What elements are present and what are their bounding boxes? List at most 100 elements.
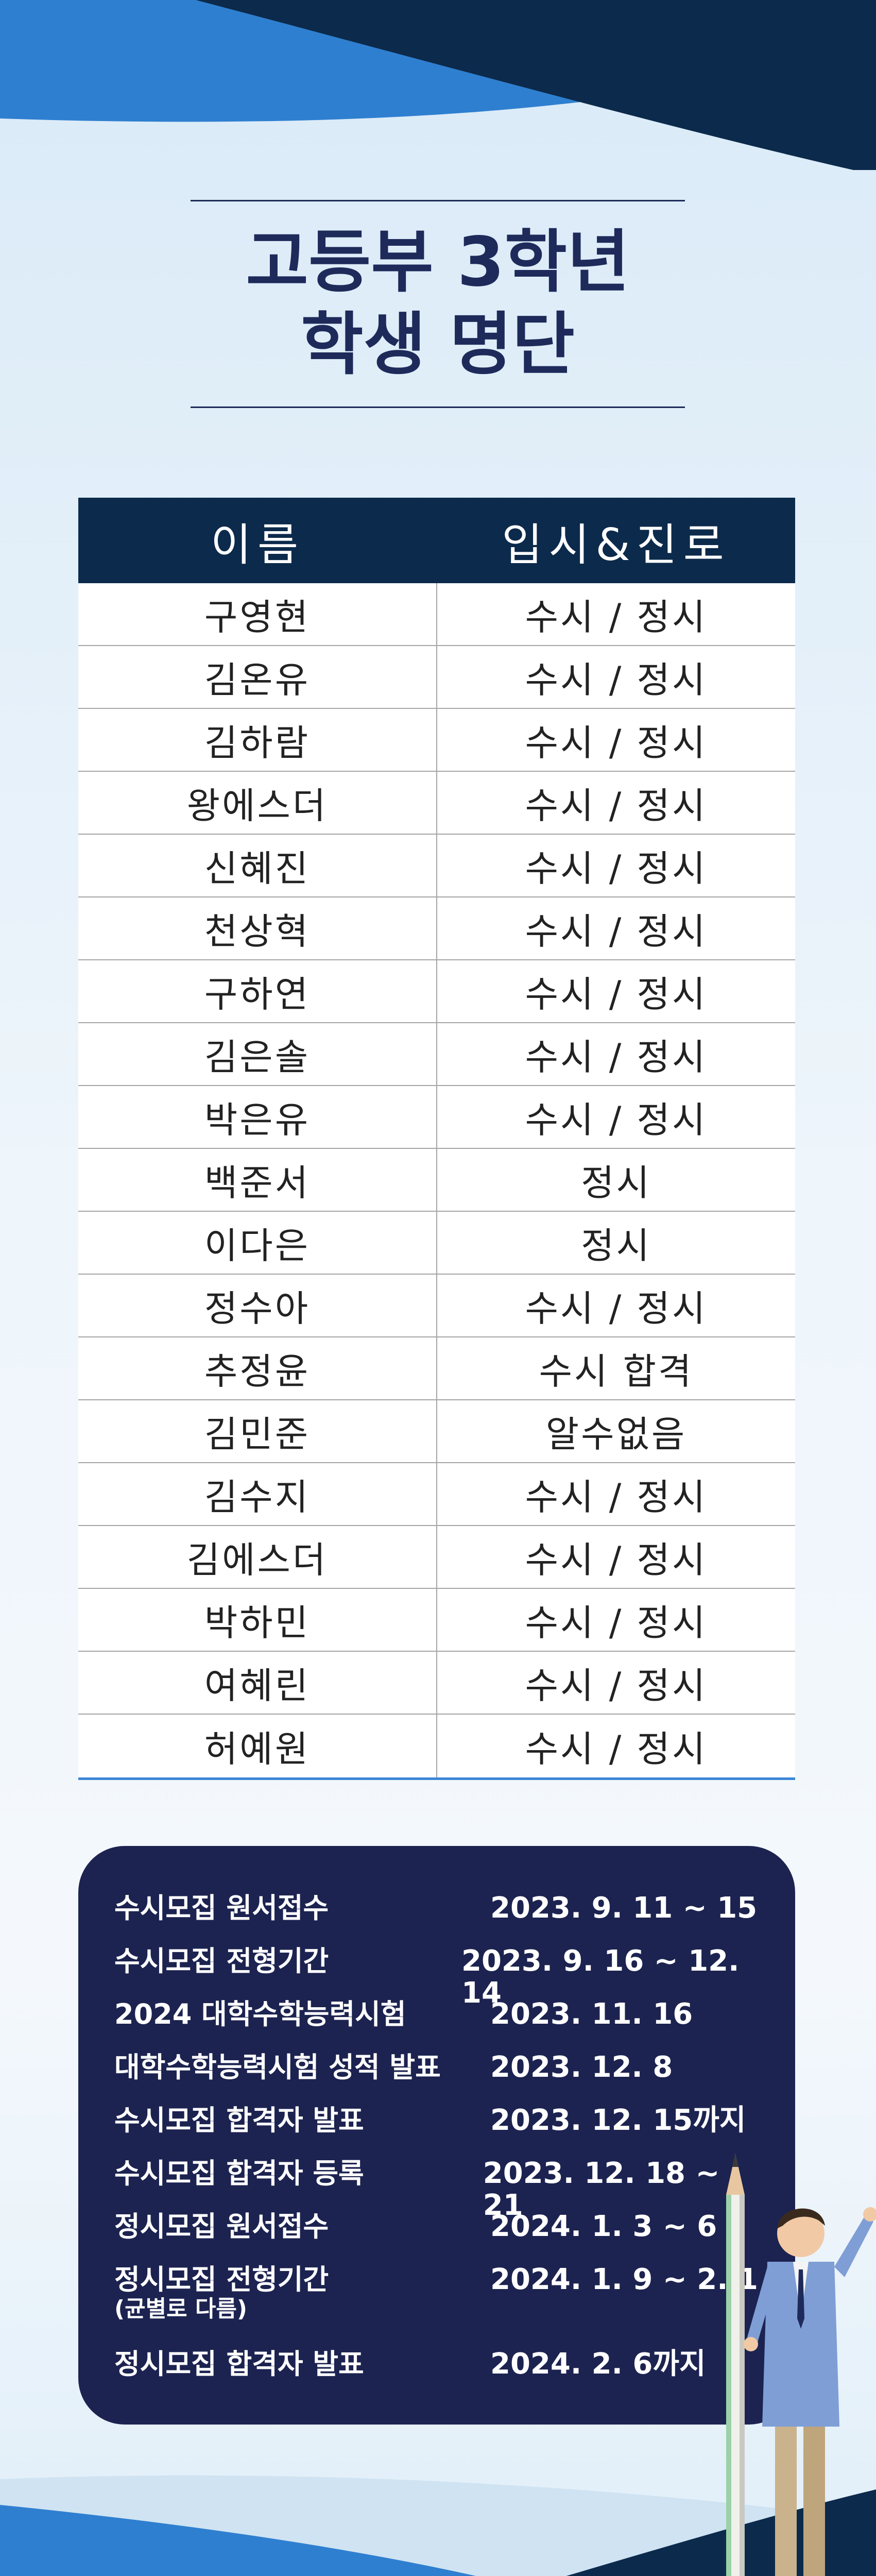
title-block: 고등부 3학년 학생 명단 [191,200,685,408]
table-row: 김에스더 수시 / 정시 [78,1526,795,1589]
admission-track: 수시 / 정시 [525,1664,708,1707]
schedule-label-text: 대학수학능력시험 성적 발표 [114,2051,441,2083]
table-row: 박하민 수시 / 정시 [78,1589,795,1652]
table-row: 김수지 수시 / 정시 [78,1463,795,1526]
schedule-row: 정시모집 원서접수 2024. 1. 3 ~ 6 [114,2211,764,2264]
admission-track: 수시 / 정시 [525,721,708,764]
title-line-1: 고등부 3학년 [246,223,630,302]
schedule-row: 정시모집 합격자 발표 2024. 2. 6까지 [114,2348,764,2401]
top-decoration [0,0,876,170]
table-row: 천상혁 수시 / 정시 [78,897,795,960]
student-name: 백준서 [78,1149,437,1211]
student-name: 김민준 [78,1400,437,1462]
table-row: 신혜진 수시 / 정시 [78,835,795,897]
schedule-date: 2023. 12. 18 ~ 21 [483,2157,720,2222]
schedule-row: 수시모집 합격자 발표 2023. 12. 15까지 [114,2105,764,2158]
bottom-decoration [0,2475,876,2576]
table-row: 김온유 수시 / 정시 [78,646,795,709]
admission-track: 수시 / 정시 [525,1727,708,1770]
header-track: 입시&진로 [502,519,730,571]
table-row: 왕에스더 수시 / 정시 [78,772,795,835]
schedule-label: 정시모집 합격자 발표 [114,2348,490,2401]
schedule-label: 정시모집 원서접수 [114,2211,490,2264]
student-name: 정수아 [78,1275,437,1336]
schedule-row: 2024 대학수학능력시험 2023. 11. 16 [114,1998,764,2052]
schedule-date: 2023. 12. 15까지 [490,2104,746,2137]
table-row: 여혜린 수시 / 정시 [78,1652,795,1715]
schedule-note: (균별로 다름) [114,2296,247,2322]
student-name: 추정윤 [78,1337,437,1399]
schedule-label: 2024 대학수학능력시험 [114,1998,490,2052]
admission-track: 수시 / 정시 [525,847,708,890]
schedule-row: 대학수학능력시험 성적 발표 2023. 12. 8 [114,2052,764,2105]
admission-track: 정시 [581,1161,651,1204]
admission-track: 수시 / 정시 [525,658,708,701]
schedule-label: 정시모집 전형기간 (균별로 다름) [114,2264,490,2348]
title-line-2: 학생 명단 [301,305,575,384]
schedule-label: 수시모집 합격자 발표 [114,2105,490,2158]
schedule-label-text: 2024 대학수학능력시험 [114,1998,406,2030]
schedule-label-text: 정시모집 합격자 발표 [114,2348,364,2380]
schedule-date: 2023. 9. 11 ~ 15 [490,1891,758,1925]
schedule-label: 대학수학능력시험 성적 발표 [114,2052,490,2105]
schedule-label-text: 정시모집 전형기간 [114,2263,329,2296]
student-figure-illustration [726,2154,876,2576]
admission-track: 수시 / 정시 [525,1476,708,1518]
schedule-date: 2023. 9. 16 ~ 12. 14 [461,1944,740,2010]
student-name: 구영현 [78,583,437,645]
table-row: 김민준 알수없음 [78,1400,795,1463]
student-roster-table: 이름 입시&진로 구영현 수시 / 정시 김온유 수시 / 정시 김하람 수시 / 정시 왕… [78,498,795,1780]
student-name: 구하연 [78,960,437,1022]
table-row: 김하람 수시 / 정시 [78,709,795,772]
student-name: 김온유 [78,646,437,708]
schedule-label: 수시모집 합격자 등록 [114,2158,483,2211]
student-name: 이다은 [78,1212,437,1274]
title-rule-bottom [191,406,685,408]
admission-track: 수시 / 정시 [525,1538,708,1581]
student-name: 김은솔 [78,1023,437,1085]
table-body: 구영현 수시 / 정시 김온유 수시 / 정시 김하람 수시 / 정시 왕에스더 수시 / 정… [78,583,795,1780]
schedule-label-text: 수시모집 원서접수 [114,1892,329,1924]
admission-track: 정시 [581,1224,651,1267]
student-name: 박은유 [78,1086,437,1148]
table-row: 백준서 정시 [78,1149,795,1212]
admission-track: 수시 / 정시 [525,910,708,953]
table-header: 이름 입시&진로 [78,498,795,583]
admission-track: 수시 / 정시 [525,1287,708,1330]
student-name: 김하람 [78,709,437,771]
schedule-label: 수시모집 원서접수 [114,1892,490,1945]
schedule-label: 수시모집 전형기간 [114,1945,461,1998]
student-name: 여혜린 [78,1652,437,1714]
admission-track: 수시 합격 [539,1350,694,1393]
table-row: 박은유 수시 / 정시 [78,1086,795,1149]
table-row: 이다은 정시 [78,1212,795,1275]
schedule-label-text: 정시모집 원서접수 [114,2210,329,2243]
schedule-date: 2023. 12. 8 [490,2050,673,2084]
admission-track: 수시 / 정시 [525,1601,708,1644]
schedule-date: 2024. 2. 6까지 [490,2347,706,2381]
schedule-row: 수시모집 원서접수 2023. 9. 11 ~ 15 [114,1892,764,1945]
schedule-date: 2024. 1. 9 ~ 2. 1 [490,2263,758,2296]
table-row: 추정윤 수시 합격 [78,1337,795,1400]
schedule-date: 2024. 1. 3 ~ 6 [490,2210,717,2243]
page-title: 고등부 3학년 학생 명단 [191,221,685,386]
student-name: 김수지 [78,1463,437,1525]
student-name: 박하민 [78,1589,437,1651]
admission-track: 수시 / 정시 [525,973,708,1015]
schedule-row: 수시모집 전형기간 2023. 9. 16 ~ 12. 14 [114,1944,764,2010]
table-row: 구하연 수시 / 정시 [78,960,795,1023]
schedule-row: 수시모집 합격자 등록 2023. 12. 18 ~ 21 [114,2157,764,2222]
student-name: 허예원 [78,1715,437,1777]
admission-track: 수시 / 정시 [525,1036,708,1078]
schedule-date: 2023. 11. 16 [490,1997,693,2031]
table-row: 허예원 수시 / 정시 [78,1715,795,1777]
title-rule-top [191,200,685,201]
student-name: 왕에스더 [78,772,437,834]
table-row: 김은솔 수시 / 정시 [78,1023,795,1086]
student-name: 김에스더 [78,1526,437,1588]
admission-schedule: 수시모집 원서접수 2023. 9. 11 ~ 15 수시모집 전형기간 2023. … [78,1846,795,2425]
pencil-illustration [726,2154,745,2576]
schedule-label-text: 수시모집 합격자 발표 [114,2104,364,2137]
header-name: 이름 [210,519,305,571]
